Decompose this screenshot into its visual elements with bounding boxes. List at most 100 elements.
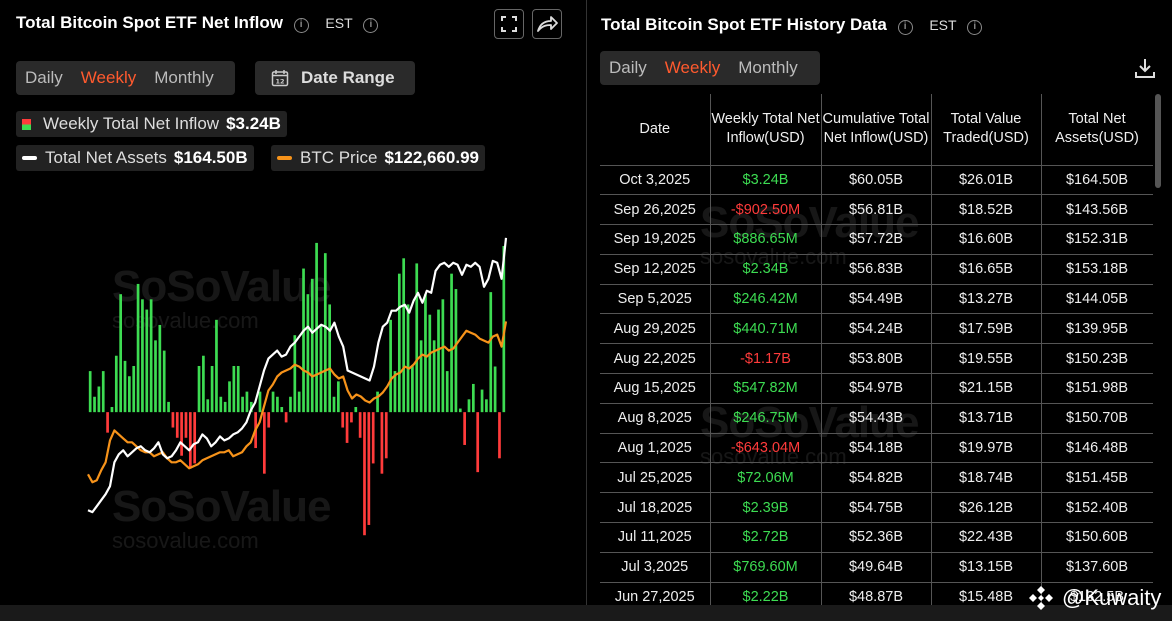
- cell-date: Aug 8,2025: [600, 403, 711, 434]
- legend-assets-value: $164.50B: [173, 148, 248, 167]
- inflow-bar: [454, 289, 458, 413]
- share-icon[interactable]: [532, 9, 562, 39]
- tab-monthly[interactable]: Monthly: [154, 68, 214, 87]
- inflow-bar: [458, 408, 462, 413]
- tab-monthly[interactable]: Monthly: [738, 58, 798, 77]
- cell-net-assets: $151.98B: [1041, 373, 1153, 404]
- table-row[interactable]: Aug 15,2025 $547.82M $54.97B $21.15B $151.98…: [600, 373, 1153, 404]
- table-row[interactable]: Oct 3,2025 $3.24B $60.05B $26.01B $164.50B: [600, 165, 1153, 196]
- inflow-bar: [306, 294, 310, 413]
- timezone-label: EST: [325, 15, 353, 31]
- inflow-bar: [389, 319, 392, 413]
- table-row[interactable]: Aug 8,2025 $246.75M $54.43B $13.71B $150.70B: [600, 403, 1153, 434]
- inflow-bar: [206, 399, 210, 413]
- bottom-bar: [0, 605, 1172, 621]
- inflow-bar: [341, 412, 345, 428]
- cell-date: Aug 1,2025: [600, 433, 711, 464]
- cell-weekly-inflow: $2.34B: [710, 254, 822, 285]
- inflow-bar: [424, 294, 427, 413]
- info-icon[interactable]: i: [897, 20, 913, 35]
- history-table: Date Weekly Total Net Inflow(USD) Cumula…: [600, 94, 1153, 605]
- inflow-bar: [215, 319, 218, 413]
- cell-cumulative-inflow: $54.82B: [821, 462, 932, 494]
- inflow-bar: [236, 365, 240, 413]
- cell-weekly-inflow: $72.06M: [710, 462, 822, 494]
- info-icon[interactable]: i: [967, 20, 983, 35]
- legend-assets-label: Total Net Assets: [45, 148, 167, 167]
- history-title: Total Bitcoin Spot ETF History Data i ES…: [601, 15, 983, 35]
- tab-weekly[interactable]: Weekly: [80, 68, 137, 87]
- inflow-chart[interactable]: [0, 190, 586, 595]
- inflow-bar: [145, 309, 149, 413]
- tab-weekly[interactable]: Weekly: [664, 58, 721, 77]
- history-table-container[interactable]: Date Weekly Total Net Inflow(USD) Cumula…: [600, 94, 1153, 605]
- table-row[interactable]: Aug 29,2025 $440.71M $54.24B $17.59B $139.95…: [600, 313, 1153, 345]
- table-row[interactable]: Aug 22,2025 -$1.17B $53.80B $19.55B $150.23B: [600, 343, 1153, 375]
- date-range-button[interactable]: 12 Date Range: [255, 61, 415, 95]
- inflow-bar: [432, 340, 436, 413]
- legend-inflow[interactable]: Weekly Total Net Inflow $3.24B: [16, 111, 287, 137]
- inflow-bar: [123, 360, 127, 413]
- inflow-bar: [297, 391, 301, 413]
- column-header-date[interactable]: Date: [600, 94, 711, 166]
- info-icon[interactable]: i: [363, 18, 379, 33]
- inflow-bar: [106, 412, 109, 433]
- legend-btc[interactable]: BTC Price $122,660.99: [271, 145, 486, 171]
- inflow-bar: [184, 412, 188, 438]
- table-row[interactable]: Jun 27,2025 $2.22B $48.87B $15.48B $132.5B: [600, 582, 1153, 605]
- cell-date: Jun 27,2025: [600, 582, 711, 605]
- cell-value-traded: $19.97B: [931, 433, 1042, 464]
- inflow-bar: [114, 355, 118, 413]
- column-header-weekly-inflow[interactable]: Weekly Total Net Inflow(USD): [710, 94, 822, 166]
- table-row[interactable]: Jul 25,2025 $72.06M $54.82B $18.74B $151.45B: [600, 462, 1153, 494]
- table-row[interactable]: Jul 11,2025 $2.72B $52.36B $22.43B $150.60B: [600, 522, 1153, 553]
- cell-net-assets: $144.05B: [1041, 284, 1153, 315]
- cell-weekly-inflow: $547.82M: [710, 373, 822, 404]
- table-scrollbar[interactable]: [1155, 94, 1161, 188]
- table-row[interactable]: Sep 12,2025 $2.34B $56.83B $16.65B $153.18B: [600, 254, 1153, 285]
- net-assets-line: [87, 237, 508, 514]
- table-header-row: Date Weekly Total Net Inflow(USD) Cumula…: [600, 94, 1153, 166]
- cell-date: Oct 3,2025: [600, 165, 711, 196]
- cell-net-assets: $152.31B: [1041, 224, 1153, 255]
- tab-daily[interactable]: Daily: [25, 68, 63, 87]
- fullscreen-icon[interactable]: [494, 9, 524, 39]
- cell-weekly-inflow: $246.75M: [710, 403, 822, 434]
- binance-icon: [1029, 586, 1053, 610]
- inflow-bar: [167, 401, 170, 413]
- table-row[interactable]: Jul 18,2025 $2.39B $54.75B $26.12B $152.40B: [600, 492, 1153, 524]
- cell-value-traded: $16.60B: [931, 224, 1042, 255]
- inflow-bar: [402, 258, 406, 413]
- inflow-bar: [441, 299, 445, 413]
- inflow-bar: [480, 389, 484, 413]
- table-row[interactable]: Sep 26,2025 -$902.50M $56.81B $18.52B $143.5…: [600, 194, 1153, 226]
- column-header-value-traded[interactable]: Total Value Traded(USD): [931, 94, 1042, 166]
- table-row[interactable]: Jul 3,2025 $769.60M $49.64B $13.15B $137.60B: [600, 552, 1153, 583]
- inflow-bar: [202, 355, 205, 413]
- cell-weekly-inflow: $2.39B: [710, 492, 822, 524]
- download-icon[interactable]: [1133, 56, 1157, 85]
- cell-cumulative-inflow: $49.64B: [821, 552, 932, 583]
- inflow-bar: [141, 299, 144, 413]
- tab-daily[interactable]: Daily: [609, 58, 647, 77]
- table-row[interactable]: Sep 19,2025 $886.65M $57.72B $16.60B $152.31…: [600, 224, 1153, 255]
- history-period-tabs: Daily Weekly Monthly: [600, 51, 820, 85]
- cell-value-traded: $17.59B: [931, 313, 1042, 345]
- inflow-swatch: [22, 118, 31, 130]
- legend-assets[interactable]: Total Net Assets $164.50B: [16, 145, 254, 171]
- history-title-text: Total Bitcoin Spot ETF History Data: [601, 15, 887, 34]
- cell-weekly-inflow: -$902.50M: [710, 194, 822, 226]
- table-row[interactable]: Aug 1,2025 -$643.04M $54.18B $19.97B $146.48…: [600, 433, 1153, 464]
- inflow-bar: [93, 396, 96, 413]
- info-icon[interactable]: i: [293, 18, 309, 33]
- cell-date: Aug 29,2025: [600, 313, 711, 345]
- inflow-bar: [476, 412, 480, 473]
- inflow-bar: [180, 412, 183, 456]
- btc-price-line: [87, 321, 508, 484]
- column-header-cumulative-inflow[interactable]: Cumulative Total Net Inflow(USD): [821, 94, 932, 166]
- cell-net-assets: $137.60B: [1041, 552, 1153, 583]
- table-row[interactable]: Sep 5,2025 $246.42M $54.49B $13.27B $144.05B: [600, 284, 1153, 315]
- cell-cumulative-inflow: $56.81B: [821, 194, 932, 226]
- column-header-net-assets[interactable]: Total Net Assets(USD): [1041, 94, 1153, 166]
- cell-weekly-inflow: $2.22B: [710, 582, 822, 605]
